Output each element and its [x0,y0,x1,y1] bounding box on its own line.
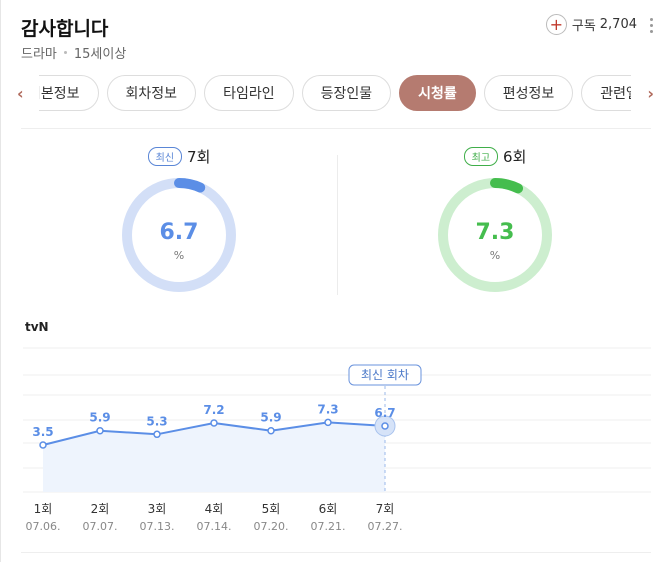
data-label-3: 7.2 [203,403,224,417]
best-value: 7.3 [476,220,515,245]
latest-value: 6.7 [160,220,199,245]
data-point-6 [381,422,389,430]
latest-ring-arc [122,178,236,292]
divider [21,552,651,553]
latest-unit: % [174,249,184,262]
x-label-episode-3: 4회 [205,502,224,516]
x-label-date-5: 07.21. [311,520,346,533]
tab-4[interactable]: 시청률 [399,75,476,111]
subscribe-button[interactable]: + 구독 2,704 [545,14,637,35]
best-episode: 6회 [503,148,527,166]
data-point-0 [39,441,47,449]
highlight-bubble [348,364,422,386]
network-label: tvN [25,320,49,334]
data-label-0: 3.5 [32,425,53,439]
plus-icon: + [545,14,567,35]
x-label-date-4: 07.20. [254,520,289,533]
data-point-5 [324,418,332,427]
tab-2[interactable]: 타임라인 [204,75,294,111]
data-label-4: 5.9 [260,411,281,425]
data-point-4 [267,426,275,435]
x-label-episode-6: 7회 [376,502,395,516]
data-label-6: 6.7 [374,406,395,420]
x-label-date-6: 07.27. [368,520,403,533]
stat-divider [337,155,338,295]
latest-rating: 최신 7회 6.7 % [89,146,269,295]
best-ring-arc [438,178,552,292]
data-label-2: 5.3 [146,414,167,428]
program-title: 감사합니다 [21,18,109,40]
best-badge: 최고 [463,147,499,166]
tab-5[interactable]: 편성정보 [483,75,574,111]
chevron-left-icon[interactable]: ‹ [17,84,24,103]
data-label-5: 7.3 [317,402,338,416]
subscribe-count: 2,704 [599,17,637,32]
data-point-1 [96,426,104,435]
tab-6[interactable]: 관련앨범 [581,75,631,111]
tab-3[interactable]: 등장인물 [301,75,392,111]
tab-list: 기본정보회차정보타임라인등장인물시청률편성정보관련앨범함께 볼만한 드라마 [39,75,631,111]
genre: 드라마 [21,47,57,62]
x-label-episode-0: 1회 [34,502,53,516]
latest-badge: 최신 [147,147,183,166]
data-point-2 [153,430,161,439]
age-rating: 15세이상 [73,47,127,62]
subscribe-label: 구독 [571,19,596,34]
data-label-1: 5.9 [89,411,110,425]
highlight-label: 최신 회차 [361,368,409,382]
area-fill [43,422,385,492]
x-label-date-1: 07.07. [83,520,118,533]
tabs-viewport: 기본정보회차정보타임라인등장인물시청률편성정보관련앨범함께 볼만한 드라마 [39,75,631,113]
x-label-episode-5: 6회 [319,502,338,516]
best-rating: 최고 6회 7.3 % [405,146,585,295]
x-label-episode-4: 5회 [262,502,281,516]
more-options-icon[interactable] [650,18,654,33]
latest-episode: 7회 [187,148,211,166]
x-label-date-3: 07.14. [197,520,232,533]
program-meta: 드라마 15세이상 [21,43,126,62]
latest-ring-gauge: 6.7 % [122,178,236,292]
tab-0[interactable]: 기본정보 [39,75,99,111]
best-ring-gauge: 7.3 % [438,178,552,292]
data-point-3 [210,419,218,427]
x-label-date-2: 07.13. [140,520,175,533]
x-label-episode-1: 2회 [91,502,110,516]
tab-bar: ‹ 기본정보회차정보타임라인등장인물시청률편성정보관련앨범함께 볼만한 드라마 … [1,75,663,113]
x-label-episode-2: 3회 [148,502,167,516]
tab-1[interactable]: 회차정보 [106,75,197,111]
meta-separator [63,51,67,54]
divider [21,128,651,129]
x-label-date-0: 07.06. [26,520,61,533]
ratings-line-chart: 3.5 5.9 5.3 7.2 5.9 7.3 6.7 최신 회차 1회 07.06. 2회 07.0… [23,347,651,533]
best-unit: % [490,249,500,262]
chevron-right-icon[interactable]: › [647,84,654,103]
